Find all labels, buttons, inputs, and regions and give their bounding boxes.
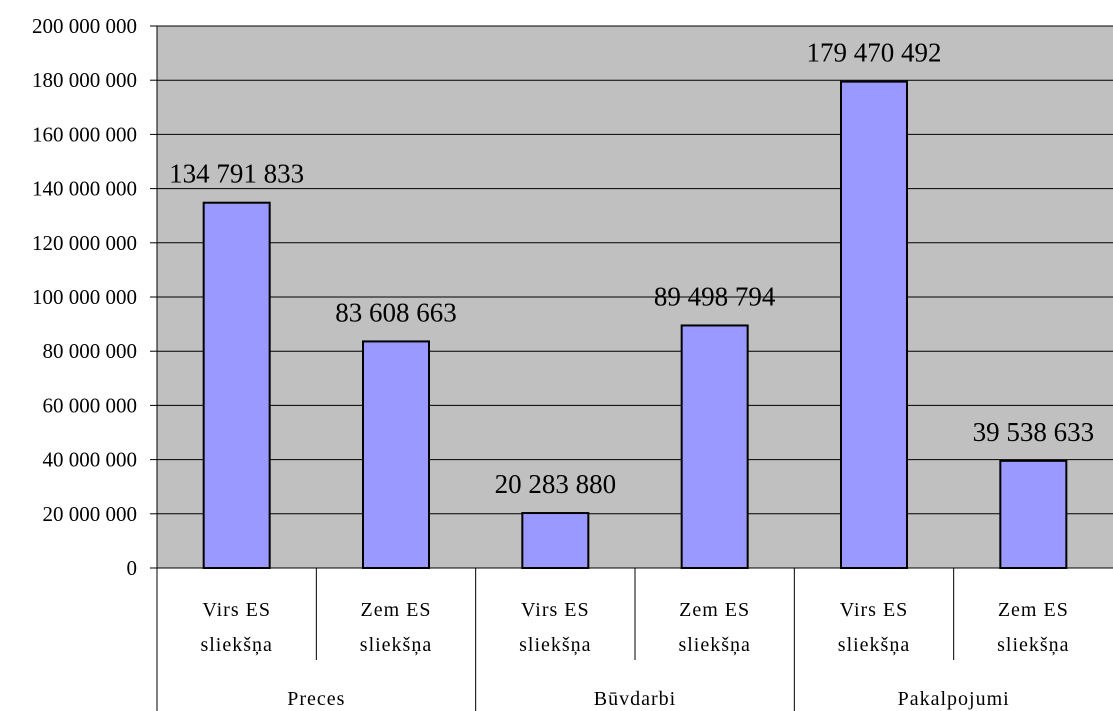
category-label-line2: sliekšņa bbox=[997, 634, 1069, 656]
category-label-line1: Virs ES bbox=[521, 599, 590, 621]
data-label: 83 608 663 bbox=[335, 297, 457, 327]
category-label-line2: sliekšņa bbox=[360, 634, 432, 656]
y-tick-label: 60 000 000 bbox=[43, 393, 138, 417]
category-label-line1: Zem ES bbox=[361, 599, 432, 621]
group-label: Preces bbox=[287, 688, 345, 710]
data-label: 134 791 833 bbox=[169, 159, 304, 189]
category-label-line2: sliekšņa bbox=[678, 634, 750, 656]
category-label-line1: Zem ES bbox=[679, 599, 750, 621]
gridlines bbox=[157, 25, 1113, 515]
y-tick-label: 120 000 000 bbox=[32, 231, 137, 255]
labels: 0 20 000 000 40 000 000 60 000 000 80 000 00… bbox=[32, 14, 1094, 710]
y-tick-label: 200 000 000 bbox=[32, 14, 137, 38]
category-label-line2: sliekšņa bbox=[200, 634, 272, 656]
category-label-line1: Virs ES bbox=[202, 599, 271, 621]
category-label-line2: sliekšņa bbox=[519, 634, 591, 656]
data-label: 39 538 633 bbox=[973, 417, 1095, 447]
bars bbox=[202, 80, 1068, 570]
y-tick-label: 40 000 000 bbox=[43, 448, 138, 472]
y-tick-label: 180 000 000 bbox=[32, 68, 137, 92]
bar bbox=[999, 459, 1068, 570]
y-tick-label: 20 000 000 bbox=[43, 502, 138, 526]
data-label: 20 283 880 bbox=[495, 469, 617, 499]
bar bbox=[680, 324, 749, 570]
bar bbox=[202, 201, 271, 569]
category-label-line1: Virs ES bbox=[840, 599, 909, 621]
data-label: 179 470 492 bbox=[807, 38, 942, 68]
y-tick-label: 0 bbox=[127, 556, 138, 580]
y-tick-label: 160 000 000 bbox=[32, 122, 137, 146]
bar bbox=[840, 80, 908, 569]
y-tick-label: 80 000 000 bbox=[43, 339, 138, 363]
axes bbox=[150, 25, 1113, 711]
bar bbox=[521, 512, 590, 570]
category-label-line2: sliekšņa bbox=[838, 634, 910, 656]
group-label: Pakalpojumi bbox=[898, 688, 1010, 710]
category-label-line1: Zem ES bbox=[998, 599, 1069, 621]
bar bbox=[362, 340, 430, 570]
data-label: 89 498 794 bbox=[654, 281, 776, 311]
group-label: Būvdarbi bbox=[594, 688, 676, 710]
y-tick-label: 140 000 000 bbox=[32, 177, 137, 201]
y-tick-label: 100 000 000 bbox=[32, 285, 137, 309]
